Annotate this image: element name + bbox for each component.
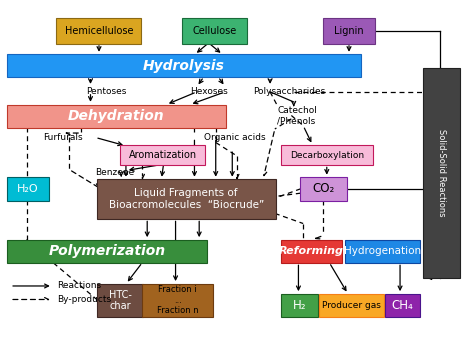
- FancyBboxPatch shape: [323, 18, 375, 44]
- Text: CH₄: CH₄: [392, 299, 413, 312]
- FancyBboxPatch shape: [7, 105, 226, 128]
- Text: Hydrolysis: Hydrolysis: [143, 59, 225, 73]
- Text: H₂: H₂: [293, 299, 306, 312]
- FancyBboxPatch shape: [7, 240, 207, 263]
- Text: Hydrogenation: Hydrogenation: [344, 246, 421, 256]
- Text: Organic acids: Organic acids: [204, 133, 265, 142]
- Text: Furfurals: Furfurals: [43, 133, 83, 142]
- Text: By-products: By-products: [57, 295, 111, 304]
- Text: Catechol
/Phenols: Catechol /Phenols: [277, 106, 317, 125]
- FancyBboxPatch shape: [97, 284, 144, 317]
- FancyBboxPatch shape: [423, 67, 460, 278]
- FancyBboxPatch shape: [7, 54, 361, 77]
- Text: Solid-Solid Reactions: Solid-Solid Reactions: [437, 129, 446, 217]
- Text: Hexoses: Hexoses: [190, 87, 228, 96]
- Text: Pentoses: Pentoses: [86, 87, 126, 96]
- Text: Cellulose: Cellulose: [192, 26, 237, 36]
- Text: Liquid Fragments of
Bioacromolecules  “Biocrude”: Liquid Fragments of Bioacromolecules “Bi…: [109, 188, 264, 210]
- Text: Reactions: Reactions: [57, 281, 101, 291]
- Text: Decarboxylation: Decarboxylation: [290, 151, 364, 160]
- Text: Polymerization: Polymerization: [48, 244, 165, 258]
- FancyBboxPatch shape: [97, 179, 276, 219]
- Text: Fraction i
...
Fraction n: Fraction i ... Fraction n: [157, 285, 199, 315]
- Text: Lignin: Lignin: [335, 26, 364, 36]
- FancyBboxPatch shape: [7, 177, 49, 201]
- FancyBboxPatch shape: [56, 18, 141, 44]
- FancyBboxPatch shape: [385, 294, 420, 317]
- FancyBboxPatch shape: [281, 145, 373, 165]
- Text: Aromatization: Aromatization: [128, 150, 197, 160]
- FancyBboxPatch shape: [345, 240, 420, 263]
- Text: Producer gas: Producer gas: [322, 301, 381, 310]
- Text: Dehydration: Dehydration: [68, 109, 165, 123]
- Text: H₂O: H₂O: [17, 184, 39, 194]
- FancyBboxPatch shape: [300, 177, 346, 201]
- FancyBboxPatch shape: [182, 18, 247, 44]
- Text: Polysaccharides: Polysaccharides: [254, 87, 326, 96]
- FancyBboxPatch shape: [281, 294, 318, 317]
- Text: Hemicellulose: Hemicellulose: [64, 26, 133, 36]
- Text: HTC-
char: HTC- char: [109, 290, 131, 311]
- FancyBboxPatch shape: [143, 284, 213, 317]
- Text: CO₂: CO₂: [312, 182, 334, 195]
- FancyBboxPatch shape: [319, 294, 384, 317]
- FancyBboxPatch shape: [120, 145, 205, 165]
- Text: Reforming: Reforming: [279, 246, 344, 256]
- FancyBboxPatch shape: [281, 240, 342, 263]
- Text: Benzene: Benzene: [95, 168, 135, 177]
